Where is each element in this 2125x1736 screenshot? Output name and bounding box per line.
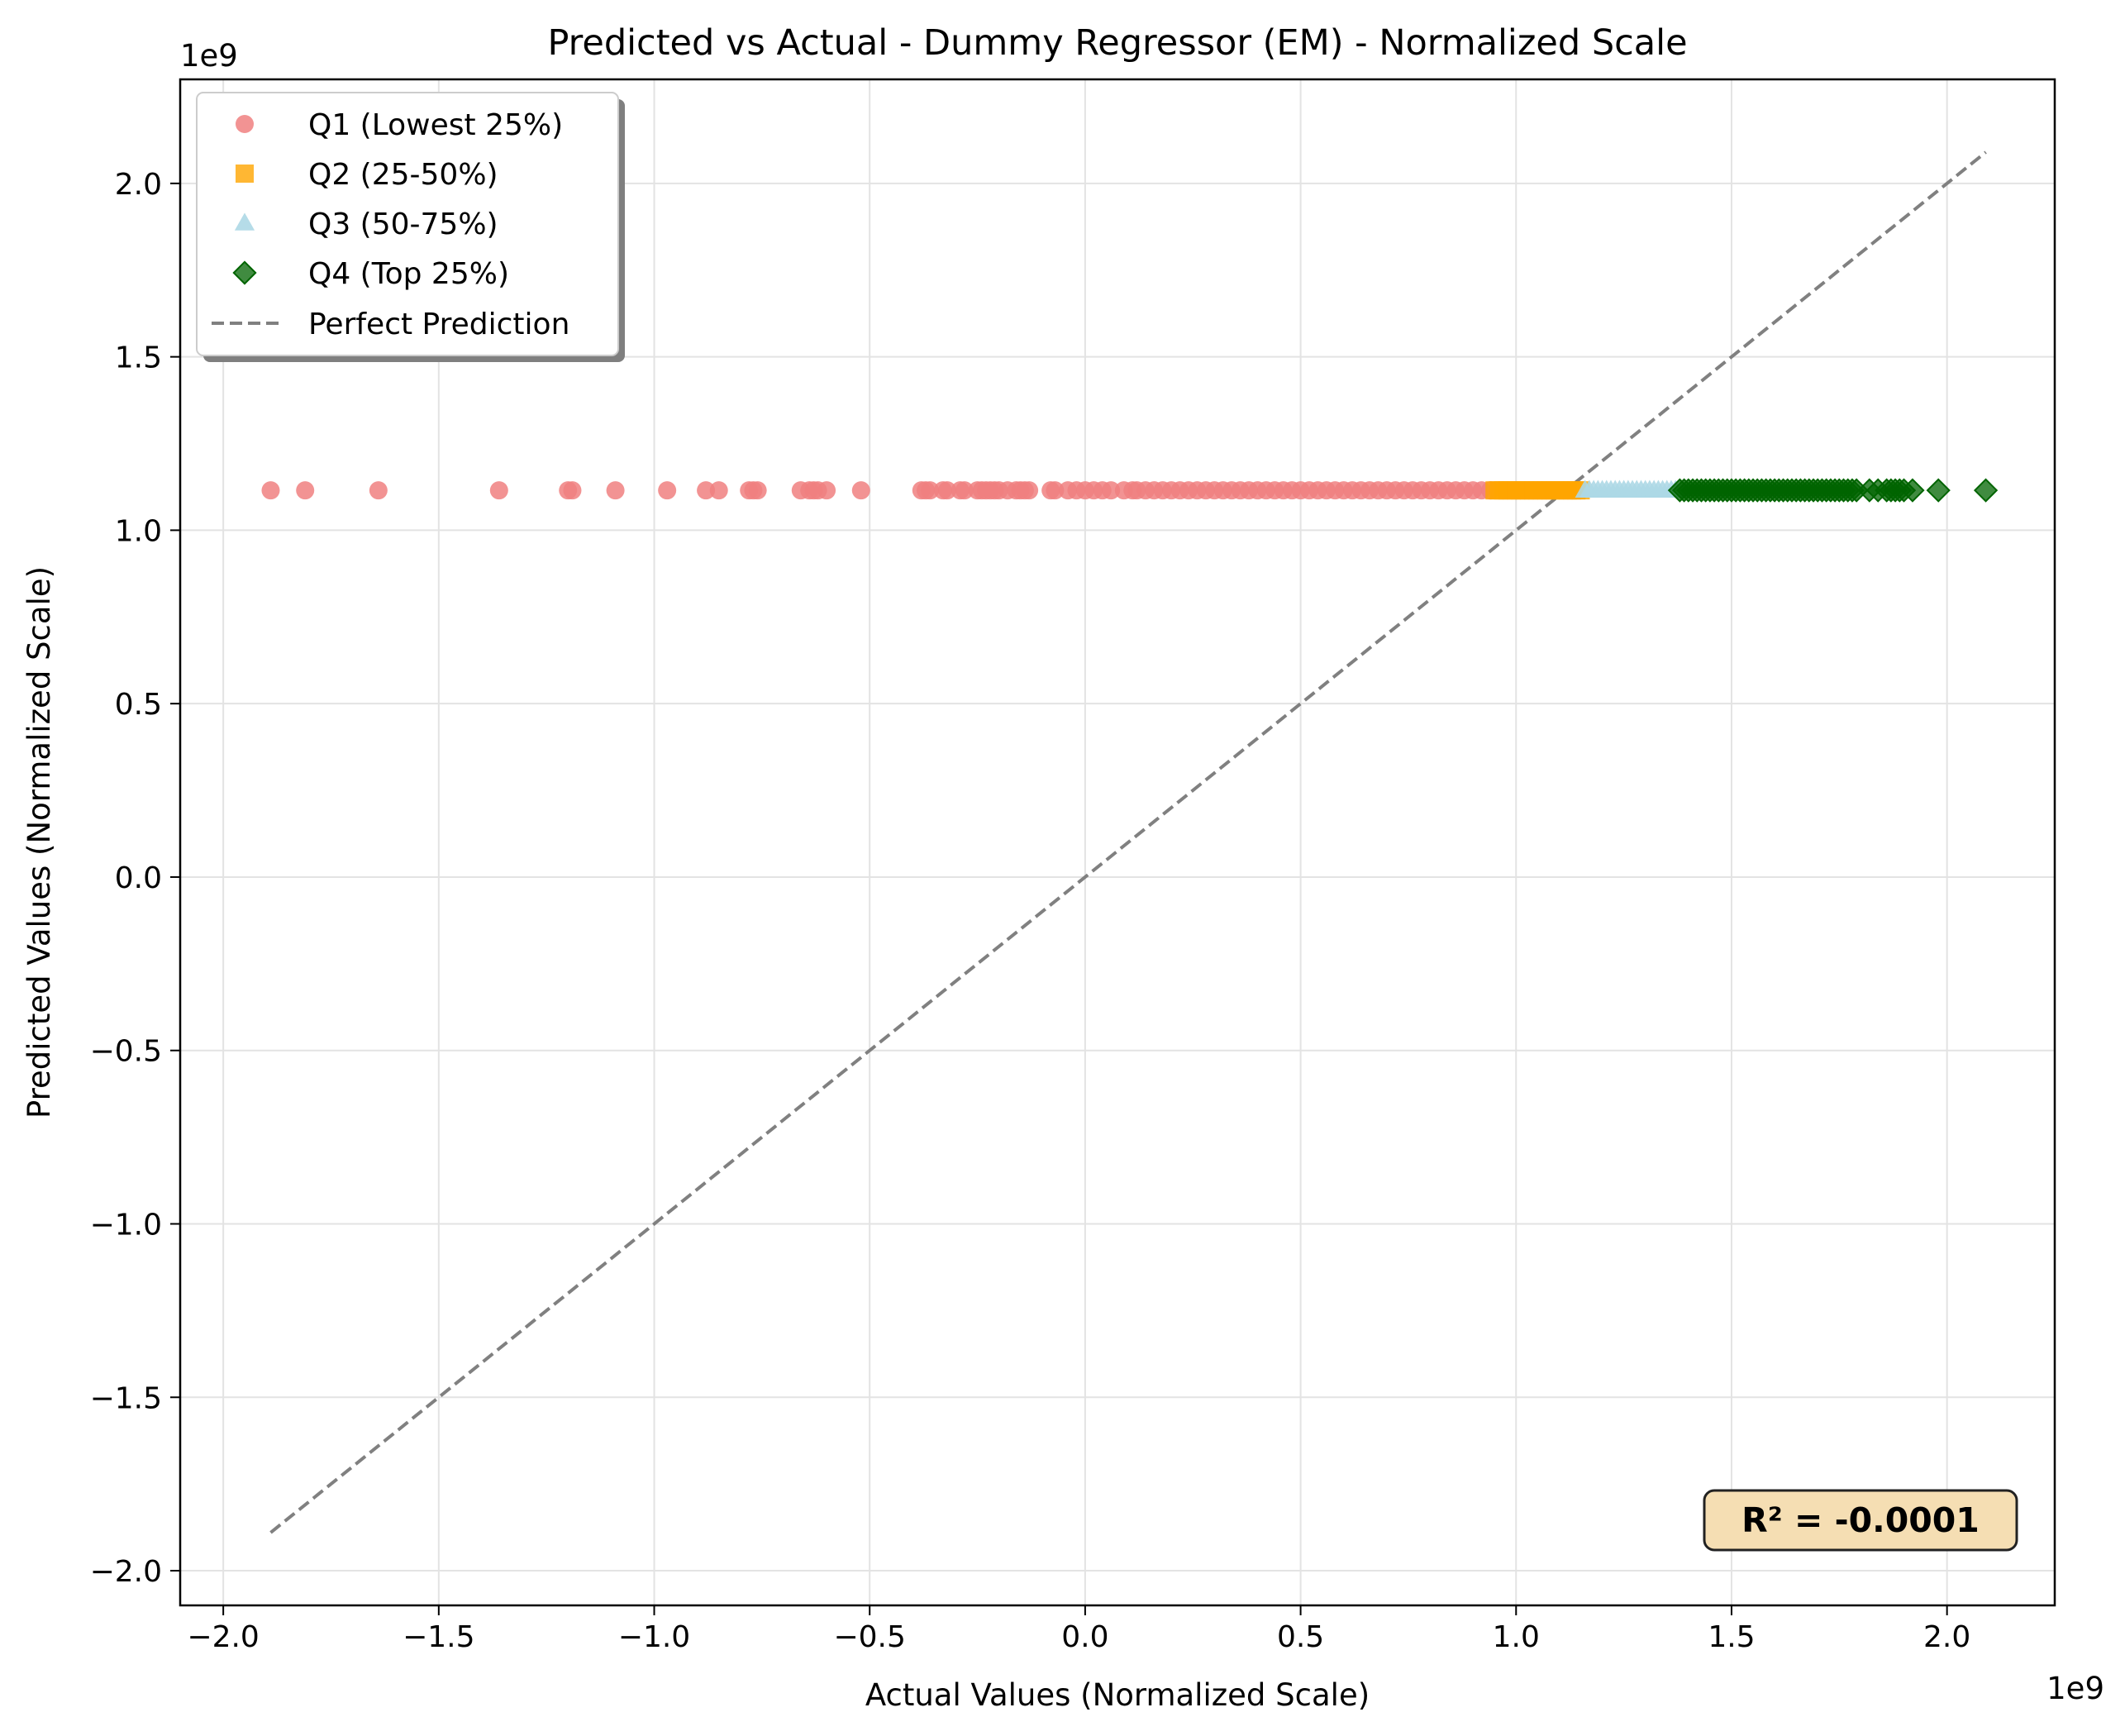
data-point [369, 481, 388, 500]
data-point [748, 481, 767, 500]
data-point [1102, 481, 1121, 500]
chart-title: Predicted vs Actual - Dummy Regressor (E… [547, 22, 1687, 64]
data-point [606, 481, 625, 500]
x-tick-label: −2.0 [187, 1620, 259, 1654]
x-tick-label: −0.5 [833, 1620, 905, 1654]
x-tick-label: 1.5 [1708, 1620, 1755, 1654]
legend-label: Q1 (Lowest 25%) [308, 108, 563, 142]
r2-annotation: R² = -0.0001 [1703, 1489, 2018, 1552]
data-point [489, 481, 508, 500]
data-point [921, 481, 940, 500]
data-point [296, 481, 315, 500]
reference-line-layer [269, 150, 1987, 1534]
legend-marker [234, 212, 255, 231]
y-axis-label: Predicted Values (Normalized Scale) [21, 566, 57, 1118]
data-point [1020, 481, 1039, 500]
data-point [851, 481, 870, 500]
legend-item: Q1 (Lowest 25%) [236, 108, 563, 142]
y-tick-label: 2.0 [115, 168, 162, 202]
data-point [709, 481, 728, 500]
data-point [1926, 478, 1951, 503]
data-points [261, 478, 1999, 503]
legend-item: Q2 (25-50%) [236, 158, 498, 192]
data-point [1046, 481, 1065, 500]
legend-label: Q2 (25-50%) [308, 158, 498, 192]
y-offset-label: 1e9 [180, 38, 238, 74]
series-q4 [1667, 478, 1999, 503]
data-point [658, 481, 677, 500]
x-tick-label: 0.0 [1061, 1620, 1108, 1654]
data-point [938, 481, 957, 500]
data-point [1900, 478, 1925, 503]
x-tick-label: 0.5 [1277, 1620, 1324, 1654]
data-point [955, 481, 974, 500]
perfect-prediction-line [269, 150, 1987, 1534]
x-offset-label: 1e9 [2046, 1671, 2104, 1706]
legend-label: Perfect Prediction [308, 308, 569, 341]
x-axis-label: Actual Values (Normalized Scale) [865, 1677, 1370, 1713]
x-tick-label: 2.0 [1923, 1620, 1970, 1654]
data-point [261, 481, 280, 500]
legend-marker [232, 260, 257, 285]
y-tick-label: 1.0 [115, 514, 162, 548]
legend-marker [236, 115, 254, 133]
legend-marker [236, 165, 254, 183]
y-tick-label: 0.5 [115, 688, 162, 722]
series-q3 [1575, 479, 1686, 498]
data-point [563, 481, 582, 500]
y-tick-label: −0.5 [90, 1035, 162, 1069]
y-tick-label: 0.0 [115, 861, 162, 895]
legend-item: Perfect Prediction [212, 308, 569, 341]
grid [180, 79, 2055, 1605]
legend-label: Q4 (Top 25%) [308, 257, 509, 291]
y-axis: −2.0 −1.5 −1.0 −0.5 0.0 0.5 1.0 1.5 2.0 [90, 168, 180, 1589]
x-tick-label: −1.0 [618, 1620, 690, 1654]
legend-item: Q4 (Top 25%) [232, 257, 509, 291]
data-point [697, 481, 716, 500]
legend-label: Q3 (50-75%) [308, 207, 498, 241]
legend-item: Q3 (50-75%) [234, 207, 498, 241]
y-tick-label: −1.5 [90, 1381, 162, 1415]
legend-box [196, 92, 619, 356]
x-tick-label: 1.0 [1493, 1620, 1540, 1654]
data-point [1973, 478, 1999, 503]
y-tick-label: 1.5 [115, 341, 162, 375]
x-tick-label: −1.5 [403, 1620, 474, 1654]
series-q1 [261, 481, 1499, 500]
plot-frame [179, 78, 2056, 1607]
series-q2 [1485, 481, 1590, 500]
x-axis: −2.0 −1.5 −1.0 −0.5 0.0 0.5 1.0 1.5 2.0 [187, 1605, 1970, 1654]
y-tick-label: −1.0 [90, 1209, 162, 1242]
data-point [817, 481, 836, 500]
r2-annotation-text: R² = -0.0001 [1741, 1500, 1980, 1540]
y-tick-label: −2.0 [90, 1555, 162, 1589]
legend: Q1 (Lowest 25%) Q2 (25-50%) Q3 (50-75%) Q4 … [196, 92, 625, 362]
r2-annotation-box [1703, 1489, 2018, 1552]
